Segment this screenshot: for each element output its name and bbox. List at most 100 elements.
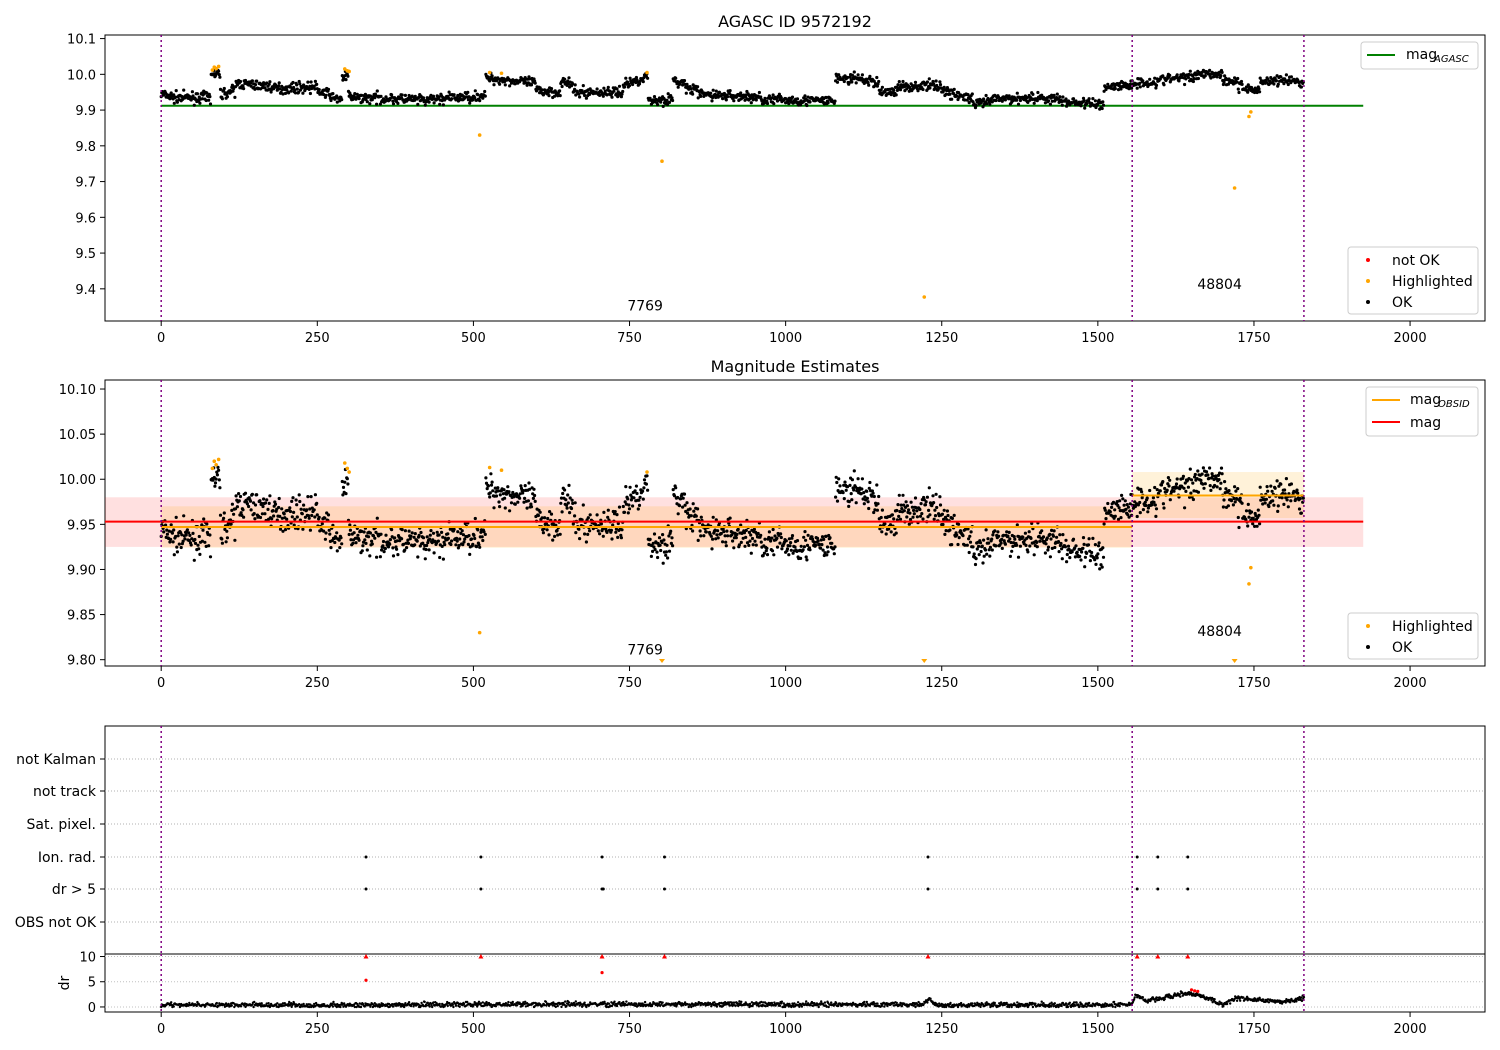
ok-point (386, 545, 391, 549)
legend-label-subscript: AGASC (1433, 54, 1469, 65)
ok-point (416, 555, 420, 559)
ok-point (753, 539, 757, 543)
ok-point (1236, 87, 1240, 91)
ok-point (1240, 501, 1244, 505)
ok-point (892, 88, 896, 92)
dr-point (407, 1001, 411, 1004)
ok-point (1211, 474, 1215, 478)
ok-point (431, 531, 436, 535)
ok-point (568, 510, 572, 515)
ok-point (355, 92, 359, 96)
ok-point (664, 550, 669, 554)
ok-point (1237, 525, 1241, 530)
ok-point (896, 83, 900, 87)
ok-point (984, 93, 988, 98)
ok-point (1005, 530, 1009, 534)
ok-point (523, 484, 527, 488)
ok-point (577, 527, 581, 531)
dr-point (481, 1001, 484, 1004)
ok-point (605, 530, 609, 535)
ok-point (181, 539, 185, 543)
ok-point (921, 517, 925, 521)
ok-point (1059, 541, 1063, 546)
ok-point (506, 485, 510, 489)
ok-point (242, 515, 246, 519)
dr-point (782, 1002, 785, 1005)
ok-point (748, 539, 752, 543)
ok-point (624, 485, 628, 489)
ok-point (1163, 486, 1167, 491)
ok-point (747, 543, 751, 548)
ok-point (298, 82, 302, 86)
ok-point (1258, 485, 1262, 489)
ok-point (324, 531, 328, 535)
ok-point (1191, 497, 1195, 502)
ok-point (1111, 500, 1116, 504)
ok-point (1094, 562, 1098, 567)
ok-point (802, 545, 807, 549)
ok-point (556, 533, 560, 537)
ok-point (641, 80, 645, 84)
ok-point (985, 552, 989, 556)
ok-point (323, 516, 327, 520)
ok-point (375, 102, 379, 106)
y-tick-label: 9.80 (67, 654, 96, 669)
ok-point (787, 553, 791, 557)
ok-point (787, 537, 792, 541)
dr-point (856, 1005, 859, 1008)
ok-point (1279, 482, 1283, 486)
ok-point (1100, 106, 1104, 111)
ok-point (955, 94, 959, 98)
ok-point (606, 508, 610, 512)
ok-point (1048, 555, 1052, 559)
dr-point (431, 1005, 434, 1009)
dr-point (377, 1003, 381, 1006)
ok-point (915, 509, 919, 513)
ok-point (507, 490, 511, 494)
ok-point (558, 94, 562, 98)
ok-point (449, 542, 453, 547)
ok-point (233, 507, 238, 511)
ok-point (581, 503, 585, 507)
ok-point (260, 501, 264, 506)
ok-point (826, 101, 830, 105)
y-tick-label: 0 (88, 1001, 96, 1016)
highlighted-point (216, 457, 221, 462)
ok-point (602, 510, 606, 514)
ok-point (1065, 104, 1069, 108)
dr-point (690, 1005, 693, 1009)
ok-point (1040, 93, 1044, 97)
ok-point (904, 500, 908, 504)
ok-point (197, 534, 201, 539)
ok-point (637, 82, 642, 86)
legend-point-swatch (1366, 624, 1370, 628)
ok-point (1229, 499, 1234, 503)
ok-point (880, 85, 885, 89)
ok-point (898, 509, 902, 514)
ok-point (969, 530, 973, 534)
ok-point (1294, 497, 1298, 501)
ok-point (297, 90, 301, 94)
dr-point (613, 1000, 616, 1003)
ok-point (1231, 503, 1235, 507)
ok-point (710, 99, 714, 103)
dr-point (451, 1003, 454, 1006)
dr-point (422, 1004, 425, 1008)
ok-point (1191, 481, 1195, 485)
ok-point (621, 89, 625, 94)
dr-point (230, 1004, 233, 1007)
dr-point (172, 1005, 175, 1008)
ok-point (225, 536, 229, 540)
ok-point (461, 533, 465, 537)
ok-point (201, 528, 205, 532)
ok-point (665, 543, 669, 547)
ok-point (308, 91, 312, 96)
ok-point (429, 93, 433, 97)
ok-point (396, 553, 400, 557)
ok-point (742, 531, 747, 535)
ok-point (659, 548, 663, 553)
ok-point (1233, 500, 1237, 504)
ok-point (1096, 552, 1100, 556)
